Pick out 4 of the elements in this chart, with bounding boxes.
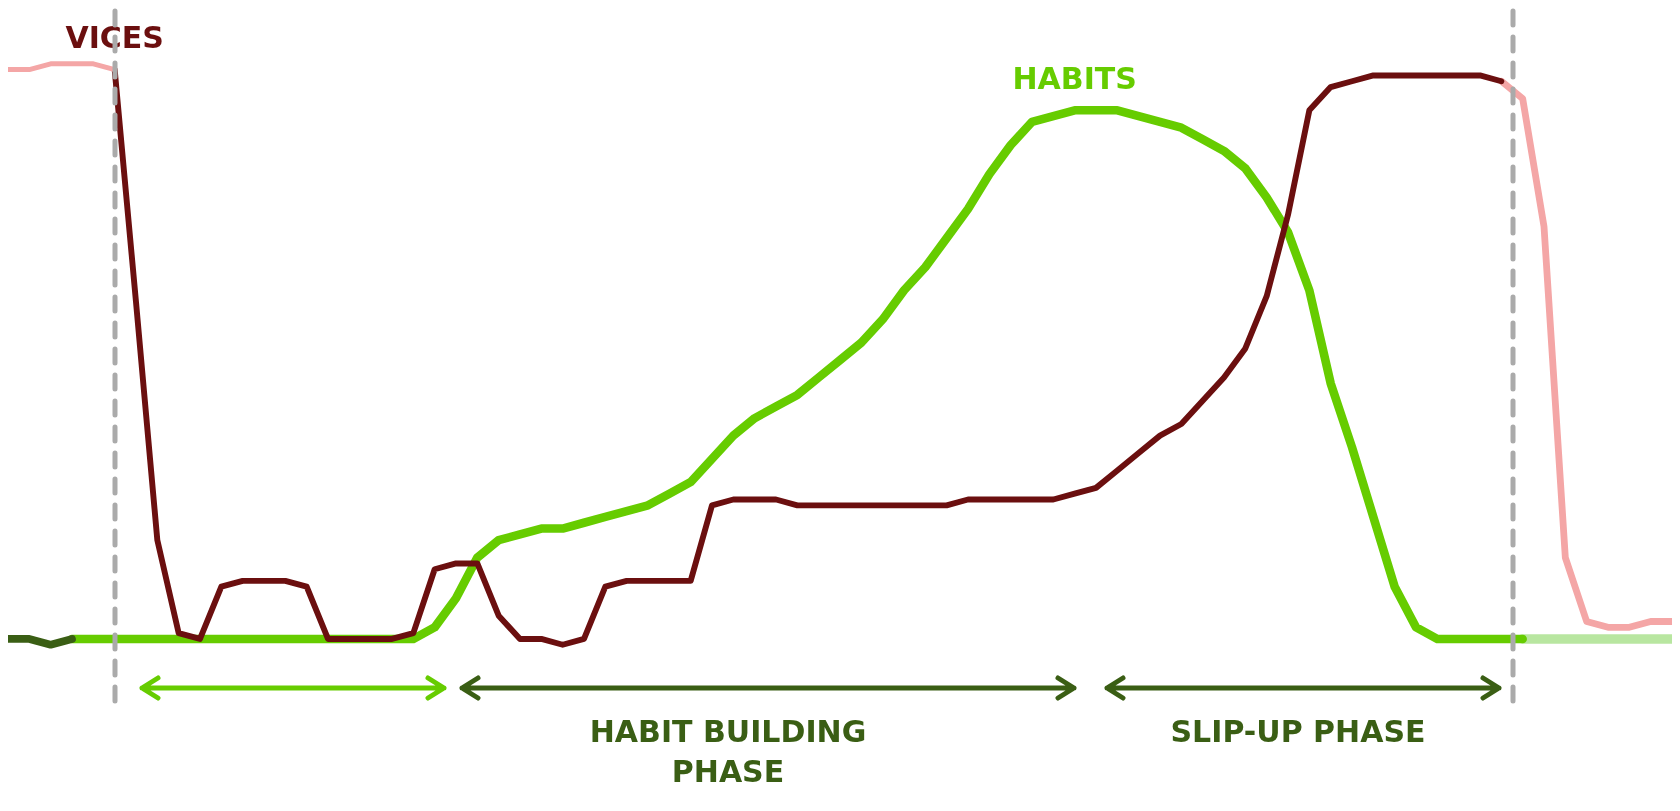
text: SLIP-UP PHASE [1169, 713, 1427, 751]
text: HABIT BUILDING PHASE [588, 713, 868, 791]
series-label: VICES [65, 20, 164, 56]
series-label: HABITS [1012, 61, 1137, 97]
